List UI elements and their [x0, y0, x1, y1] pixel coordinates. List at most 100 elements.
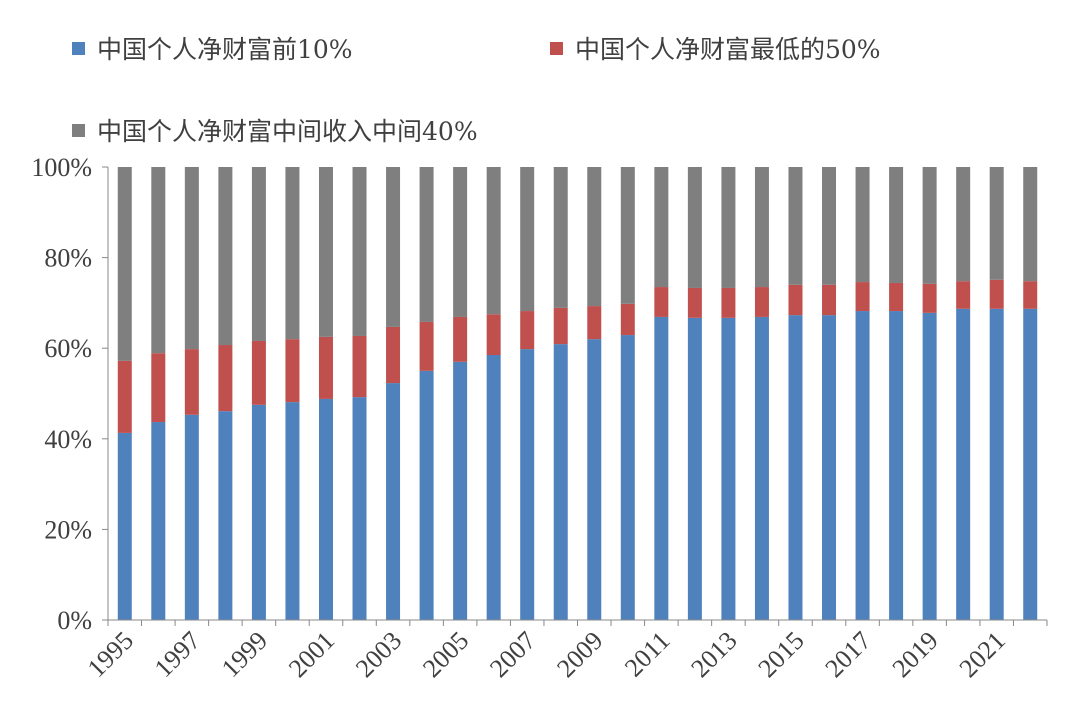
bar-bottom50-1998	[218, 345, 233, 412]
bar-bottom50-2000	[285, 339, 300, 403]
bar-top10-2010	[620, 335, 635, 620]
bar-top10-2009	[587, 339, 602, 620]
legend-swatch-bottom50	[550, 41, 563, 55]
bar-bottom50-2007	[520, 311, 535, 350]
bar-top10-2003	[386, 383, 401, 620]
x-tick-label: 2005	[417, 626, 474, 683]
bar-top10-2014	[754, 316, 769, 620]
bar-middle40-1995	[117, 167, 132, 361]
bar-middle40-2006	[486, 167, 501, 315]
bar-middle40-2019	[922, 167, 937, 284]
bar-middle40-2011	[654, 167, 669, 288]
bar-top10-2001	[318, 398, 333, 620]
bar-top10-2013	[721, 317, 736, 620]
bar-middle40-2001	[318, 167, 333, 337]
y-tick-label: 20%	[44, 515, 92, 544]
bar-top10-1999	[251, 404, 266, 620]
bar-middle40-1997	[184, 167, 199, 350]
bar-bottom50-2020	[956, 281, 971, 309]
x-tick-label: 2021	[954, 626, 1011, 683]
bar-top10-2015	[788, 315, 803, 620]
bar-bottom50-1997	[184, 349, 199, 415]
bar-bottom50-2005	[453, 316, 468, 362]
bar-top10-2018	[889, 311, 904, 620]
bar-top10-2007	[520, 349, 535, 620]
bar-middle40-2008	[553, 167, 568, 308]
bar-middle40-2018	[889, 167, 904, 283]
bar-top10-2019	[922, 312, 937, 620]
bar-top10-2016	[822, 315, 837, 620]
bar-top10-2008	[553, 344, 568, 620]
bar-middle40-2022	[1023, 167, 1038, 282]
bar-bottom50-1999	[251, 340, 266, 405]
bar-bottom50-1996	[151, 353, 166, 423]
bar-top10-2012	[687, 317, 702, 620]
bar-top10-2020	[956, 308, 971, 620]
bar-top10-2002	[352, 397, 367, 620]
y-tick-label: 60%	[44, 334, 92, 363]
legend-swatch-top10	[72, 41, 85, 55]
bar-middle40-2015	[788, 167, 803, 285]
bar-middle40-1999	[251, 167, 266, 341]
bar-middle40-2014	[754, 167, 769, 288]
legend-item-middle40: 中国个人净财富中间收入中间40%	[72, 112, 478, 148]
bar-middle40-2005	[453, 167, 468, 317]
bar-middle40-2007	[520, 167, 535, 312]
x-tick-label: 1999	[216, 626, 273, 683]
x-tick-label: 2009	[551, 626, 608, 683]
bar-bottom50-2009	[587, 306, 602, 340]
bar-bottom50-2021	[989, 279, 1004, 309]
bar-top10-1996	[151, 422, 166, 620]
bar-bottom50-2013	[721, 287, 736, 318]
bar-middle40-2016	[822, 167, 837, 285]
bar-top10-1995	[117, 432, 132, 620]
x-tick-label: 2011	[619, 626, 676, 683]
legend-label-top10: 中国个人净财富前10%	[97, 35, 353, 64]
y-tick-label: 100%	[31, 153, 92, 182]
x-tick-label: 2001	[283, 626, 340, 683]
bar-top10-2022	[1023, 308, 1038, 620]
y-tick-label: 40%	[44, 425, 92, 454]
legend-label-middle40: 中国个人净财富中间收入中间40%	[97, 117, 478, 146]
bar-top10-1997	[184, 414, 199, 620]
x-tick-label: 2007	[484, 626, 541, 683]
x-tick-label: 2015	[752, 626, 809, 683]
bar-middle40-2010	[620, 167, 635, 304]
bar-top10-2005	[453, 361, 468, 620]
bar-bottom50-2002	[352, 335, 367, 398]
bar-bottom50-2022	[1023, 281, 1038, 309]
bar-bottom50-2003	[386, 326, 401, 384]
x-tick-label: 2019	[887, 626, 944, 683]
bar-middle40-1996	[151, 167, 166, 354]
bar-middle40-2000	[285, 167, 300, 340]
bar-bottom50-2015	[788, 284, 803, 316]
bar-top10-1998	[218, 411, 233, 620]
bar-middle40-2003	[386, 167, 401, 327]
bar-bottom50-2001	[318, 336, 333, 399]
bar-middle40-2002	[352, 167, 367, 336]
bar-middle40-2020	[956, 167, 971, 282]
bar-bottom50-2010	[620, 303, 635, 336]
bar-bottom50-2016	[822, 284, 837, 316]
x-tick-label: 2013	[685, 626, 742, 683]
bar-middle40-2012	[687, 167, 702, 288]
x-tick-label: 1997	[149, 626, 206, 683]
x-tick-label: 2003	[350, 626, 407, 683]
bar-bottom50-2006	[486, 314, 501, 355]
bar-top10-2000	[285, 402, 300, 620]
bar-bottom50-1995	[117, 360, 132, 433]
legend-label-bottom50: 中国个人净财富最低的50%	[575, 35, 881, 64]
bar-top10-2006	[486, 354, 501, 620]
bar-bottom50-2019	[922, 283, 937, 313]
x-tick-label: 2017	[820, 626, 877, 683]
bar-middle40-1998	[218, 167, 233, 346]
y-tick-label: 0%	[57, 606, 92, 635]
bar-bottom50-2012	[687, 287, 702, 318]
bar-bottom50-2004	[419, 321, 434, 371]
bar-middle40-2017	[855, 167, 870, 283]
bar-middle40-2013	[721, 167, 736, 288]
bar-bottom50-2008	[553, 307, 568, 345]
legend-swatch-middle40	[72, 123, 85, 137]
bar-top10-2004	[419, 370, 434, 620]
